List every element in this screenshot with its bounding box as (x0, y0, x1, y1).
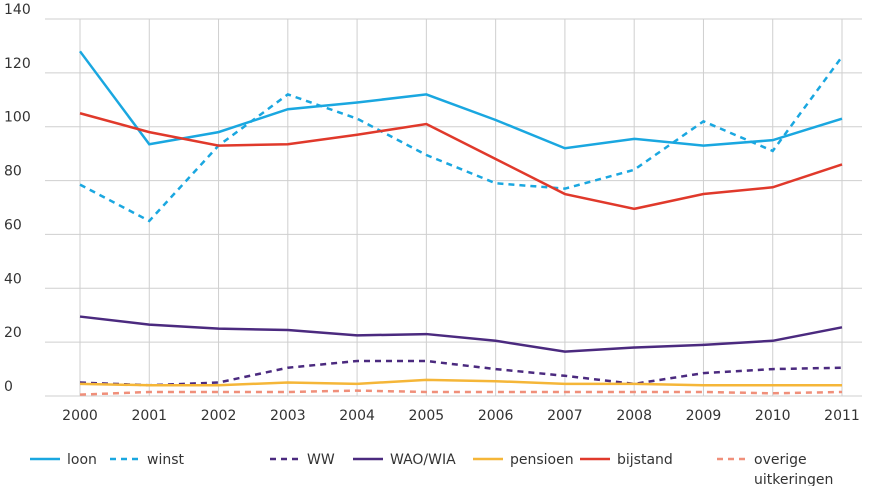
x-tick-label: 2007 (547, 408, 583, 424)
x-tick-label: 2008 (616, 408, 652, 424)
series-line (79, 359, 843, 387)
y-tick-label: 40 (4, 271, 22, 287)
legend-item: WW (270, 452, 335, 468)
legend-item: loon (30, 452, 97, 468)
y-tick-label: 80 (4, 164, 22, 180)
series-line (79, 378, 842, 387)
y-tick-label: 120 (4, 56, 31, 72)
series-line (79, 315, 843, 353)
legend-label: winst (147, 452, 185, 468)
legend-item: WAO/WIA (353, 452, 456, 468)
legend-item: bijstand (580, 452, 673, 468)
y-tick-label: 20 (4, 325, 22, 341)
x-tick-label: 2006 (478, 408, 514, 424)
legend-label: pensioen (510, 452, 574, 468)
x-tick-label: 2001 (131, 408, 167, 424)
legend-item: pensioen (473, 452, 574, 468)
legend-item: overige uitkeringen (717, 452, 833, 488)
legend-label: WAO/WIA (390, 452, 456, 468)
series-line (79, 389, 843, 396)
x-tick-label: 2009 (686, 408, 722, 424)
x-tick-label: 2010 (755, 408, 791, 424)
x-tick-label: 2004 (339, 408, 375, 424)
legend-label: WW (307, 452, 335, 468)
y-tick-label: 140 (4, 2, 31, 18)
x-tick-label: 2002 (201, 408, 237, 424)
legend-label: loon (67, 452, 97, 468)
series-line (79, 55, 844, 223)
legend-label: bijstand (617, 452, 673, 468)
x-tick-label: 2000 (62, 408, 98, 424)
series-line (79, 112, 843, 211)
series-line (78, 50, 843, 150)
x-tick-label: 2005 (409, 408, 445, 424)
x-tick-label: 2003 (270, 408, 306, 424)
y-tick-label: 100 (4, 110, 31, 126)
legend-label: overige uitkeringen (754, 452, 833, 486)
y-tick-label: 0 (4, 379, 13, 395)
x-tick-label: 2011 (824, 408, 860, 424)
legend-item: winst (110, 452, 185, 468)
y-tick-label: 60 (4, 217, 22, 233)
